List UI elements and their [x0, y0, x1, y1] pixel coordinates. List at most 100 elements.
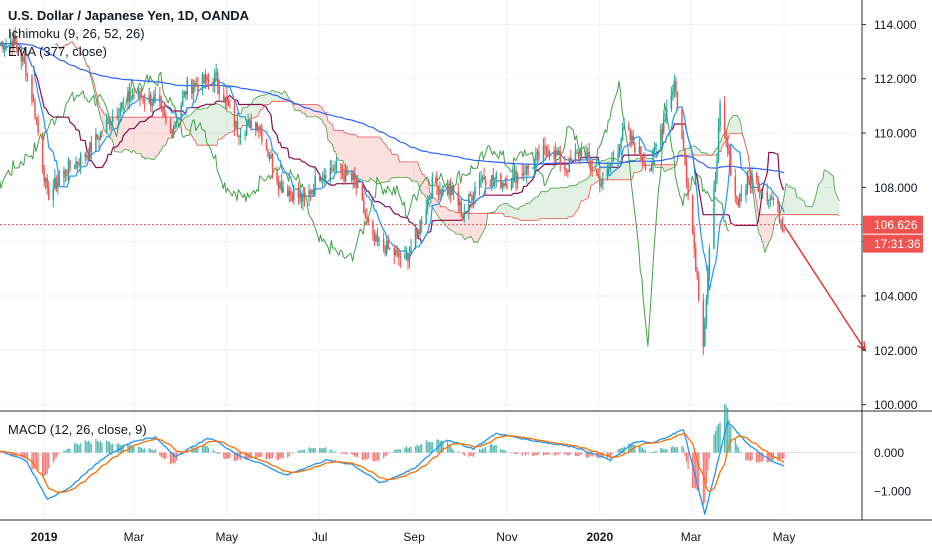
candle-body [718, 126, 719, 160]
candle-body [346, 170, 347, 175]
candle-body [240, 136, 241, 137]
candle-body [768, 200, 769, 202]
candle [228, 99, 229, 106]
candle-body [671, 95, 672, 108]
candle-body [214, 74, 215, 85]
kumo-cloud-segment [801, 199, 803, 215]
candle-body [330, 168, 331, 179]
candle-body [165, 116, 166, 121]
candle-body [142, 98, 143, 101]
kumo-cloud-segment [552, 188, 557, 219]
candle-body [674, 81, 675, 91]
candle-body [406, 254, 407, 255]
candle [37, 114, 38, 136]
candle-body [750, 180, 751, 185]
candle-body [69, 161, 70, 169]
kumo-cloud-segment [558, 188, 560, 219]
kumo-cloud-segment [667, 165, 669, 170]
candle [374, 230, 375, 247]
candle-body [521, 174, 522, 175]
candle [526, 165, 527, 183]
kumo-cloud-segment [154, 117, 156, 159]
kumo-cloud-segment [261, 95, 263, 109]
candle-body [260, 130, 261, 131]
candle-body [176, 121, 177, 123]
candle [269, 152, 270, 161]
candle [270, 149, 271, 159]
candle-body [663, 120, 664, 132]
ichimoku-legend[interactable]: Ichimoku (9, 26, 52, 26) [8, 26, 145, 42]
kumo-cloud-segment [357, 136, 359, 179]
candle [333, 165, 334, 173]
candle-body [447, 186, 448, 195]
candle [543, 138, 544, 167]
kumo-cloud-segment [142, 117, 144, 158]
candle-body [53, 188, 54, 199]
candle [208, 73, 209, 90]
kumo-cloud-segment [188, 116, 190, 131]
kumo-cloud-segment [550, 188, 552, 219]
kumo-cloud-segment [806, 206, 808, 214]
candle-body [602, 179, 603, 184]
candle-body [31, 75, 32, 101]
candle [652, 148, 653, 174]
kumo-cloud-segment [153, 117, 155, 159]
candle-body [132, 95, 133, 97]
candle-body [524, 174, 525, 175]
candle-body [665, 120, 666, 121]
candle-body [237, 121, 238, 135]
kumo-cloud-segment [826, 170, 828, 215]
candle [681, 108, 682, 139]
kumo-cloud-segment [253, 97, 258, 119]
kumo-cloud-segment [444, 207, 446, 225]
candle-body [578, 152, 579, 157]
ema-legend[interactable]: EMA (377, close) [8, 44, 107, 60]
candle [325, 169, 326, 181]
candle-body [652, 150, 653, 166]
candle-body [569, 158, 570, 172]
candle-body [622, 127, 623, 140]
candle [677, 91, 678, 110]
candle-body [212, 81, 213, 85]
price-tick-label: 108.000 [874, 181, 918, 195]
candle-body [442, 186, 443, 193]
candle-body [65, 170, 66, 174]
kumo-cloud-segment [215, 103, 217, 145]
candle-body [375, 235, 376, 242]
candle-body [205, 76, 206, 83]
candle-body [461, 202, 462, 216]
candle-body [208, 80, 209, 82]
candle-body [366, 217, 367, 219]
candle [336, 157, 337, 174]
kumo-cloud-segment [229, 112, 231, 133]
kumo-cloud-segment [803, 201, 805, 215]
candle [65, 169, 66, 183]
candle [693, 226, 694, 258]
candle-body [196, 83, 197, 85]
candle [718, 118, 719, 163]
candle [244, 131, 245, 141]
kumo-cloud-segment [328, 121, 333, 145]
candle-body [112, 116, 113, 121]
candle-body [736, 196, 737, 199]
candle-body [575, 152, 576, 160]
candle [5, 39, 6, 52]
candle-body [45, 178, 46, 182]
candle-body [651, 165, 652, 170]
time-tick-label: May [215, 530, 238, 544]
candle-body [314, 176, 315, 192]
candle-body [197, 85, 198, 90]
candle-body [735, 176, 736, 196]
macd-legend[interactable]: MACD (12, 26, close, 9) [8, 422, 147, 438]
candle-body [340, 164, 341, 173]
candle [331, 160, 332, 174]
kumo-cloud-segment [387, 147, 389, 181]
candle [148, 88, 149, 104]
candle-body [182, 96, 183, 105]
candle [528, 163, 529, 176]
candle [97, 134, 98, 140]
kumo-cloud-segment [386, 145, 388, 182]
candle-body [310, 191, 311, 194]
